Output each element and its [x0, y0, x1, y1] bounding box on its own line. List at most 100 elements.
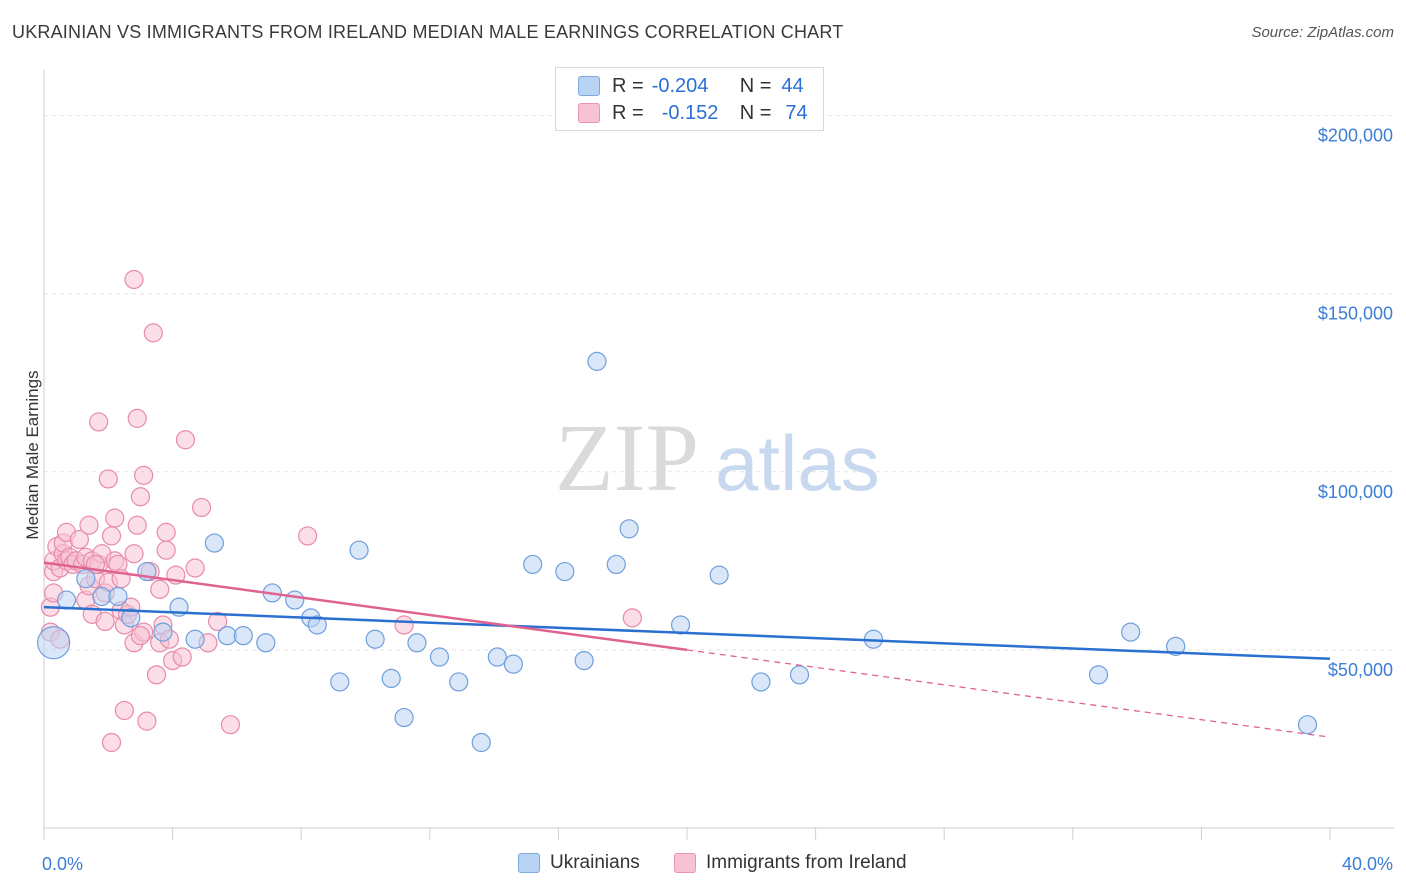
trend-line-ireland-extrapolated	[686, 649, 1331, 738]
point-ireland	[124, 269, 144, 290]
point-ukrainians	[233, 626, 253, 646]
x-tick-label: 40.0%	[1342, 854, 1393, 874]
axes	[43, 70, 1394, 840]
point-ukrainians	[217, 626, 237, 646]
point-ukrainians	[349, 540, 369, 560]
legend-r-label: R =	[612, 74, 644, 97]
series-ukrainians	[37, 351, 1318, 753]
point-ukrainians	[307, 615, 327, 635]
point-ireland	[130, 487, 151, 507]
point-ukrainians	[1121, 622, 1141, 642]
point-ireland	[208, 611, 228, 632]
legend-row-ukrainians: R = -0.204 N = 44	[578, 73, 804, 99]
point-ukrainians	[487, 647, 507, 667]
point-ukrainians	[407, 633, 427, 653]
legend-r-label: R =	[612, 101, 644, 124]
legend-n-value: 74	[785, 101, 808, 124]
series-immigrants-from-ireland	[40, 269, 642, 753]
point-ireland	[191, 497, 212, 518]
point-ukrainians	[789, 665, 810, 685]
point-ukrainians	[523, 554, 543, 575]
point-ukrainians	[471, 732, 491, 753]
legend-swatch-pink	[578, 103, 600, 123]
point-ireland	[124, 544, 144, 564]
trend-line-ukrainians	[43, 605, 1331, 661]
y-tick-label: $100,000	[1318, 482, 1393, 502]
point-ukrainians	[587, 351, 607, 371]
point-ukrainians	[256, 633, 276, 653]
y-axis-label: Median Male Earnings	[23, 370, 42, 539]
point-ireland	[298, 526, 318, 546]
watermark-atlas: atlas	[715, 419, 880, 507]
point-ireland	[137, 711, 157, 731]
legend-swatch-pink	[674, 853, 696, 873]
legend-r-value: -0.204	[651, 74, 709, 97]
point-ukrainians	[56, 590, 77, 610]
y-tick-label: $150,000	[1318, 304, 1393, 324]
legend-r-value: -0.152	[661, 101, 719, 124]
point-ukrainians	[429, 647, 450, 667]
y-tick-label: $200,000	[1318, 126, 1393, 146]
y-tick-label: $50,000	[1328, 660, 1393, 680]
point-ukrainians	[1088, 665, 1109, 685]
trend-line-ireland	[43, 561, 688, 652]
tick-labels: $50,000 $100,000 $150,000 $200,000 0.0% 40.0%	[42, 126, 1393, 874]
point-ukrainians	[555, 561, 575, 582]
legend-item-ireland[interactable]: Immigrants from Ireland	[674, 852, 907, 874]
point-ukrainians	[1297, 715, 1318, 735]
legend-box: R = -0.204 N = 44 R = -0.152 N = 74	[555, 67, 824, 131]
bottom-legend: Ukrainians Immigrants from Ireland	[0, 852, 1406, 878]
point-ireland	[95, 611, 115, 632]
point-ireland	[185, 558, 205, 578]
point-ireland	[146, 665, 167, 685]
point-ireland	[150, 579, 170, 599]
point-ireland	[101, 526, 122, 546]
point-ireland	[127, 515, 147, 535]
point-ireland	[175, 430, 196, 450]
point-ireland	[172, 647, 192, 667]
point-ireland	[127, 408, 147, 428]
point-ireland	[220, 715, 241, 735]
point-ukrainians	[449, 672, 469, 692]
legend-swatch-blue	[518, 853, 540, 873]
x-tick-label: 0.0%	[42, 854, 83, 874]
point-ukrainians	[619, 519, 639, 539]
point-ukrainians	[709, 565, 729, 585]
watermark-zip: ZIP	[555, 404, 699, 511]
point-ukrainians	[121, 608, 141, 628]
point-ireland	[134, 465, 154, 485]
point-ireland	[622, 608, 642, 628]
point-ukrainians	[751, 672, 771, 692]
source-label: Source: ZipAtlas.com	[1251, 24, 1394, 41]
point-ukrainians	[92, 586, 112, 607]
point-ireland	[130, 626, 151, 646]
legend-swatch-blue	[578, 76, 600, 96]
point-ukrainians	[606, 554, 626, 575]
point-ireland	[156, 522, 176, 542]
point-ukrainians	[37, 626, 71, 660]
point-ukrainians	[285, 590, 305, 610]
point-ukrainians	[185, 629, 205, 649]
chart-title: UKRAINIAN VS IMMIGRANTS FROM IRELAND MED…	[12, 22, 844, 42]
legend-n-value: 44	[781, 74, 804, 97]
point-ukrainians	[1166, 636, 1186, 656]
legend-item-ukrainians[interactable]: Ukrainians	[518, 852, 640, 874]
point-ireland	[79, 515, 99, 535]
point-ireland	[105, 508, 125, 528]
point-ukrainians	[330, 672, 350, 692]
point-ireland	[69, 529, 89, 550]
legend-n-label: N =	[739, 74, 772, 97]
point-ireland	[89, 412, 109, 432]
point-ukrainians	[381, 668, 401, 689]
point-ireland	[101, 732, 122, 753]
point-ireland	[156, 540, 176, 560]
point-ireland	[143, 323, 163, 343]
legend-label-ukrainians: Ukrainians	[550, 852, 640, 873]
trend-lines	[43, 561, 1331, 738]
legend-n-label: N =	[739, 101, 772, 124]
point-ukrainians	[394, 707, 414, 728]
point-ukrainians	[76, 569, 96, 589]
point-ukrainians	[108, 586, 128, 607]
legend-row-ireland: R = -0.152 N = 74	[578, 100, 808, 126]
